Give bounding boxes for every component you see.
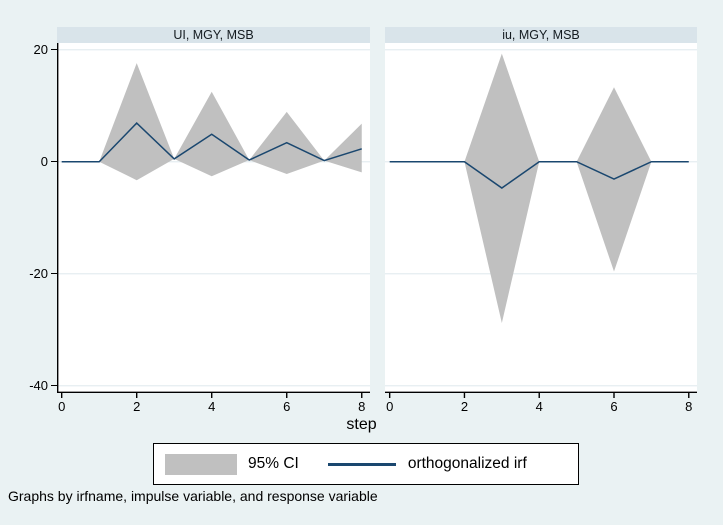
y-tick-mark [51,161,57,163]
x-tick-label: 8 [358,399,366,414]
y-axis: 20 0 -20 -40 [0,41,57,393]
x-tick-label: 2 [133,399,141,414]
panel-title: UI, MGY, MSB [57,27,370,43]
y-tick-label: 20 [33,41,48,57]
irf-line-swatch [327,462,396,466]
panel-iu-mgy-msb: iu, MGY, MSB 0 2 4 6 8 [385,27,697,414]
x-axis-title: step [346,416,377,433]
x-tick-labels: 0 2 4 6 8 [385,398,697,414]
x-tick-label: 0 [386,399,394,414]
x-tick-label: 0 [58,399,66,414]
y-tick-label: 0 [40,153,48,169]
x-tick-label: 2 [460,399,469,414]
x-tick-label: 6 [610,399,618,414]
x-tick-labels: 0 2 4 6 8 [57,398,370,414]
x-tick-label: 6 [283,399,291,414]
ci-swatch [165,453,237,475]
figure-caption: Graphs by irfname, impulse variable, and… [8,488,378,504]
y-tick-mark [51,385,57,387]
panel-title: iu, MGY, MSB [385,27,697,43]
x-tick-label: 4 [535,399,543,414]
y-tick-label: -20 [29,265,48,281]
legend-label-ci: 95% CI [248,455,299,472]
legend-box: 95% CI orthogonalized irf [153,443,579,485]
x-tick-label: 4 [208,399,216,414]
x-tick-label: 8 [685,399,693,414]
y-tick-mark [51,49,57,51]
panel-ui-mgy-msb: UI, MGY, MSB 0 2 4 6 8 [57,27,370,414]
plot-area [57,43,370,398]
y-tick-mark [51,273,57,275]
y-tick-label: -40 [29,377,48,393]
legend-label-irf: orthogonalized irf [407,455,527,472]
plot-area [385,43,697,398]
